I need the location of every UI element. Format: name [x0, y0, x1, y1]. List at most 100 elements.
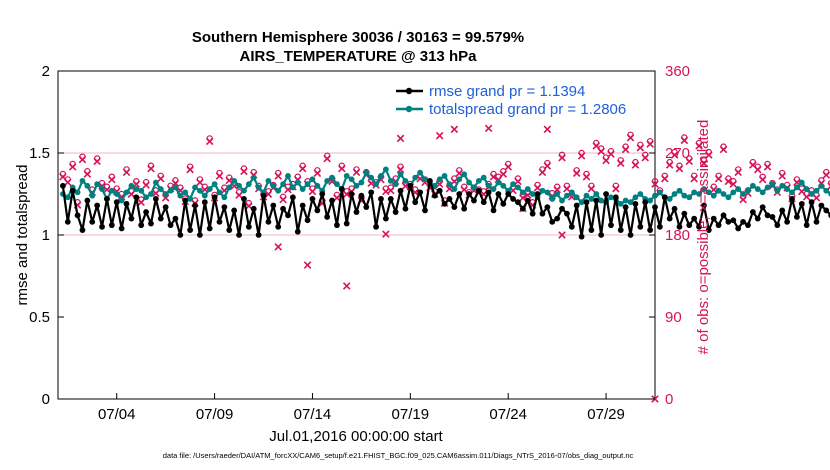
totalspread-point [182, 189, 189, 196]
rmse-point [671, 205, 678, 212]
rmse-point [309, 196, 316, 202]
rmse-point [59, 182, 66, 189]
y-tick-label: 0 [42, 391, 50, 408]
rmse-point [534, 191, 541, 197]
rmse-point [686, 222, 693, 229]
rmse-point [818, 202, 825, 209]
obs-assimilated-marker [626, 133, 635, 142]
obs-cross-stroke [225, 176, 234, 185]
rmse-point [304, 217, 311, 224]
obs-cross-stroke [670, 151, 679, 159]
obs-cross-stroke [543, 125, 552, 134]
rmse-point [774, 222, 781, 229]
totalspread-point [456, 176, 463, 183]
rmse-point [143, 209, 149, 215]
rmse-point [245, 223, 252, 230]
totalspread-point [334, 181, 340, 188]
obs-cross-stroke [651, 180, 659, 188]
obs-assimilated-marker [396, 165, 405, 174]
y-axis-label-left: rmse and totalspread [14, 165, 31, 306]
rmse-point [138, 222, 145, 229]
obs-cross-stroke [313, 169, 322, 177]
rmse-point [759, 204, 766, 211]
y-tick-label: 1 [42, 227, 50, 244]
rmse-point [696, 223, 702, 230]
obs-cross-stroke [122, 168, 131, 177]
obs-assimilated-marker [171, 179, 180, 188]
obs-cross-stroke [675, 164, 684, 173]
totalspread-point [515, 184, 521, 191]
obs-cross-stroke [729, 180, 738, 188]
obs-cross-stroke [156, 174, 165, 183]
rmse-point [666, 215, 673, 222]
x-tick-label: 07/14 [294, 406, 332, 423]
rmse-point [427, 177, 433, 184]
totalspread-point [539, 187, 546, 194]
rmse-point [319, 191, 326, 197]
obs-assimilated-marker [108, 175, 116, 184]
totalspread-point [818, 182, 825, 189]
rmse-point [627, 232, 634, 238]
obs-cross-stroke [274, 172, 282, 180]
obs-assimilated-marker [621, 145, 630, 154]
totalspread-point [764, 184, 771, 191]
obs-cross-stroke [147, 164, 155, 173]
totalspread-point [382, 166, 389, 173]
rmse-point [779, 207, 786, 214]
rmse-point [813, 218, 820, 225]
obs-cross-stroke [298, 164, 307, 173]
legend-rmse-marker [405, 87, 413, 95]
rmse-point [407, 182, 414, 189]
totalspread-point [387, 177, 394, 184]
obs-assimilated-marker [147, 164, 155, 173]
obs-cross-stroke [592, 142, 601, 150]
obs-cross-stroke [509, 186, 517, 195]
totalspread-point [578, 199, 585, 206]
rmse-point [417, 189, 424, 196]
obs-assimilated-marker [543, 162, 552, 170]
obs-assimilated-marker [313, 169, 322, 177]
totalspread-point [324, 177, 331, 184]
totalspread-point [343, 173, 350, 179]
totalspread-point [108, 187, 115, 194]
rmse-point [475, 187, 482, 194]
totalspread-point [720, 191, 727, 197]
obs-assimilated-marker [597, 147, 605, 156]
obs-assimilated-marker [582, 173, 591, 181]
rmse-point [275, 223, 282, 230]
obs-cross-stroke [352, 168, 361, 177]
obs-cross-stroke [59, 173, 67, 181]
rmse-point [720, 212, 727, 219]
series-totalspread [59, 166, 830, 207]
totalspread-point [392, 181, 399, 188]
rmse-point [255, 232, 262, 238]
obs-cross-stroke [587, 184, 596, 193]
totalspread-point [162, 191, 169, 197]
obs-cross-stroke [714, 174, 723, 183]
totalspread-point [289, 184, 296, 191]
rmse-point [471, 197, 477, 204]
obs-assimilated-outlier [342, 282, 351, 290]
rmse-point [676, 223, 683, 230]
totalspread-point [197, 187, 203, 194]
rmse-point [519, 205, 526, 212]
obs-cross-stroke [137, 198, 145, 207]
rmse-point [201, 199, 208, 206]
totalspread-point [598, 197, 605, 204]
totalspread-point [402, 177, 409, 184]
totalspread-point [749, 182, 756, 189]
obs-assimilated-marker [763, 163, 772, 171]
totalspread-point [397, 171, 404, 178]
rmse-point [289, 194, 296, 201]
rmse-point [167, 222, 174, 229]
obs-cross-stroke [812, 194, 821, 202]
obs-assimilated-marker [695, 142, 703, 150]
totalspread-point [294, 179, 301, 186]
chart-subtitle: AIRS_TEMPERATURE @ 313 hPa [240, 48, 478, 65]
x-axis-label: Jul.01,2016 00:00:00 start [269, 428, 443, 445]
totalspread-point [231, 177, 238, 184]
obs-assimilated-marker [558, 153, 566, 162]
obs-cross-stroke [734, 168, 742, 177]
rmse-point [265, 218, 272, 225]
y-right-tick-label: 0 [665, 391, 673, 408]
